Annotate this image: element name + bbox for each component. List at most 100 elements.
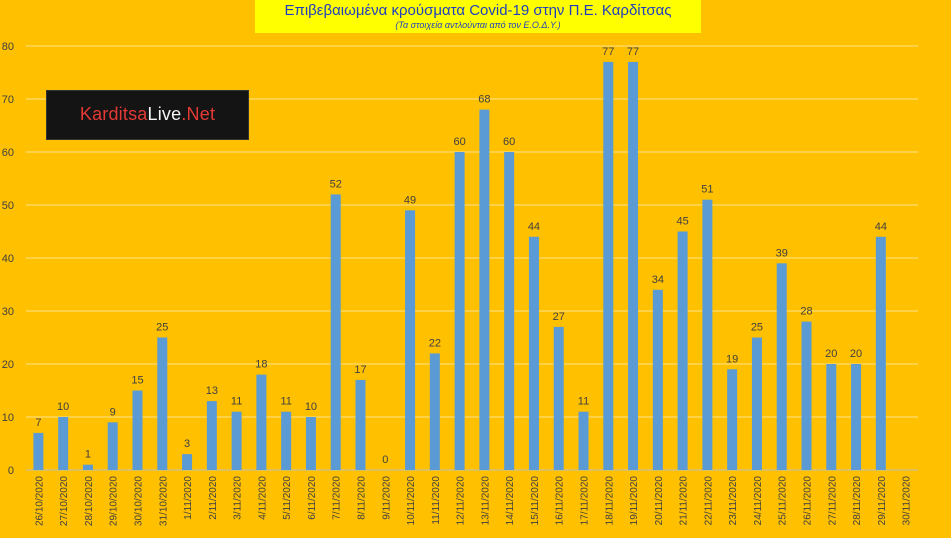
x-tick-label: 5/11/2020: [282, 476, 293, 520]
x-tick-label: 26/10/2020: [34, 476, 45, 526]
x-tick-label: 24/11/2020: [753, 476, 764, 526]
x-tick-label: 20/11/2020: [654, 476, 665, 526]
y-tick-label: 50: [2, 200, 14, 212]
logo-part-karditsa: Karditsa: [79, 104, 148, 124]
bars: [33, 61, 886, 471]
x-tick-label: 28/11/2020: [852, 476, 863, 526]
data-label: 17: [354, 364, 366, 376]
x-tick-label: 29/10/2020: [109, 476, 120, 526]
x-tick-label: 7/11/2020: [332, 476, 343, 520]
x-tick-label: 13/11/2020: [480, 476, 491, 526]
data-label: 20: [825, 348, 837, 360]
x-tick-label: 27/11/2020: [827, 476, 838, 526]
x-tick-label: 26/11/2020: [803, 476, 814, 526]
bar: [355, 379, 366, 470]
x-tick-label: 9/11/2020: [381, 476, 392, 520]
bar: [603, 61, 614, 471]
data-label: 10: [57, 401, 69, 413]
bar: [504, 152, 515, 470]
bar: [231, 411, 242, 470]
data-label: 39: [776, 247, 788, 259]
bar: [776, 263, 787, 470]
chart-title: Επιβεβαιωμένα κρούσματα Covid-19 στην Π.…: [284, 2, 672, 19]
x-tick-label: 2/11/2020: [208, 476, 219, 520]
y-tick-label: 70: [2, 94, 14, 106]
bar: [702, 199, 713, 470]
y-tick-label: 0: [8, 465, 14, 477]
bar: [281, 411, 292, 470]
gridlines: [26, 45, 918, 471]
bar: [479, 109, 490, 470]
x-tick-label: 22/11/2020: [703, 476, 714, 526]
bar: [677, 231, 688, 470]
bar: [553, 326, 564, 470]
x-tick-label: 18/11/2020: [604, 476, 615, 526]
data-label: 51: [701, 184, 713, 196]
bar: [801, 321, 812, 470]
logo-part-net: .Net: [181, 104, 216, 124]
bar: [157, 337, 168, 470]
bar: [206, 401, 217, 470]
data-label: 22: [429, 337, 441, 349]
x-tick-label: 14/11/2020: [505, 476, 516, 526]
data-label: 11: [578, 396, 589, 408]
x-tick-label: 27/10/2020: [59, 476, 70, 526]
data-label: 77: [627, 46, 639, 58]
bar: [851, 364, 862, 470]
bar: [875, 236, 886, 470]
karditsalive-logo: KarditsaLive.Net: [46, 90, 249, 140]
y-tick-label: 80: [2, 41, 14, 53]
bar: [652, 289, 663, 470]
x-tick-label: 6/11/2020: [307, 476, 318, 520]
bar: [305, 417, 316, 470]
data-label: 25: [156, 322, 168, 334]
bar: [58, 417, 69, 470]
x-tick-label: 25/11/2020: [778, 476, 789, 526]
x-tick-label: 30/11/2020: [902, 476, 913, 526]
x-tick-label: 23/11/2020: [728, 476, 739, 526]
logo-part-live: Live: [147, 104, 182, 124]
data-label: 45: [676, 216, 688, 228]
data-label: 52: [330, 178, 342, 190]
data-label: 9: [110, 406, 116, 418]
y-tick-label: 30: [2, 306, 14, 318]
data-label: 28: [800, 306, 812, 318]
x-axis-ticks: 26/10/2020 27/10/2020 28/10/2020 29/10/2020…: [34, 476, 912, 526]
data-label: 15: [131, 375, 143, 387]
data-label: 60: [453, 136, 465, 148]
x-tick-label: 10/11/2020: [406, 476, 417, 526]
logo-text: KarditsaLive.Net: [47, 104, 248, 125]
bar: [107, 422, 118, 470]
bar: [727, 369, 738, 470]
data-label: 44: [875, 221, 887, 233]
bar: [578, 411, 589, 470]
bar: [628, 61, 639, 471]
y-tick-label: 40: [2, 253, 14, 265]
y-axis-ticks: 0 10 20 30 40 50 60 70 80: [2, 41, 14, 477]
data-label: 11: [280, 396, 291, 408]
x-tick-label: 21/11/2020: [679, 476, 690, 526]
data-label: 3: [184, 438, 190, 450]
data-label: 60: [503, 136, 515, 148]
bar: [751, 337, 762, 470]
bar: [405, 210, 416, 471]
y-tick-label: 20: [2, 359, 14, 371]
data-label: 25: [751, 322, 763, 334]
data-label: 49: [404, 194, 416, 206]
bar: [429, 353, 440, 470]
data-label: 1: [85, 449, 91, 461]
bar: [82, 464, 93, 470]
data-label: 0: [382, 454, 388, 466]
x-tick-label: 30/10/2020: [134, 476, 145, 526]
bar: [454, 152, 465, 470]
x-tick-label: 3/11/2020: [233, 476, 244, 520]
x-tick-label: 4/11/2020: [257, 476, 268, 520]
data-label: 20: [850, 348, 862, 360]
x-tick-label: 19/11/2020: [629, 476, 640, 526]
bar: [528, 236, 539, 470]
data-label: 11: [231, 396, 242, 408]
x-tick-label: 15/11/2020: [530, 476, 541, 526]
x-tick-label: 1/11/2020: [183, 476, 194, 520]
